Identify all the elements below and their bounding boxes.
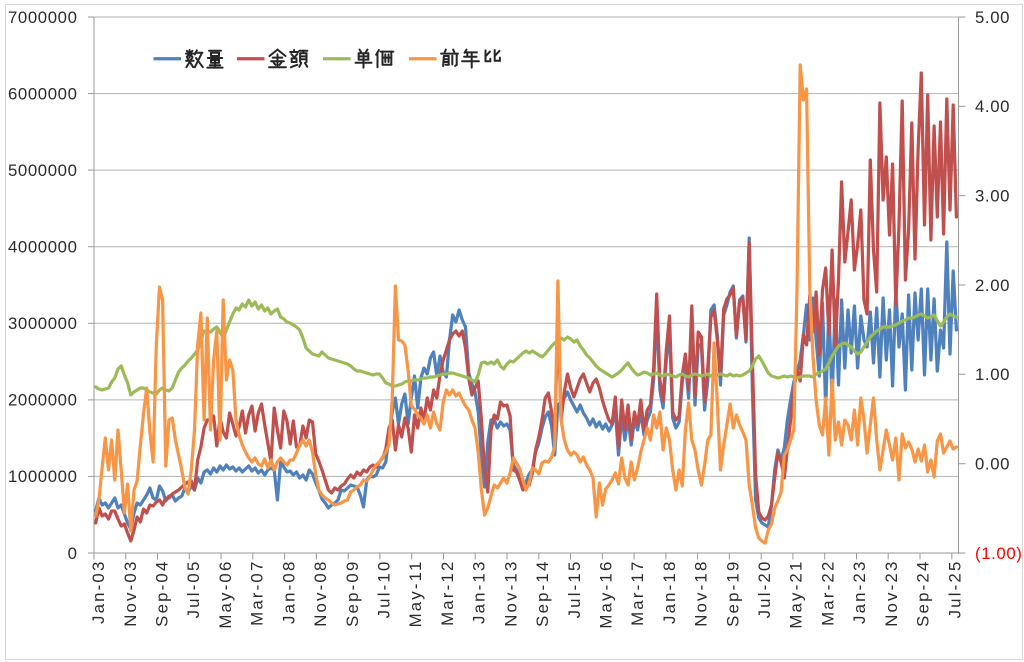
- svg-text:Jul-20: Jul-20: [755, 560, 774, 619]
- svg-text:5000000: 5000000: [8, 161, 78, 180]
- svg-text:Mar-22: Mar-22: [818, 560, 837, 626]
- svg-text:May-11: May-11: [406, 560, 425, 628]
- svg-text:Sep-04: Sep-04: [153, 560, 172, 627]
- svg-text:Mar-07: Mar-07: [248, 560, 267, 626]
- svg-text:Nov-03: Nov-03: [121, 560, 140, 627]
- svg-text:7000000: 7000000: [8, 8, 78, 27]
- svg-text:1.00: 1.00: [975, 365, 1010, 384]
- svg-text:3.00: 3.00: [975, 187, 1010, 206]
- svg-text:Jan-13: Jan-13: [470, 560, 489, 625]
- svg-text:0.00: 0.00: [975, 455, 1010, 474]
- svg-text:6000000: 6000000: [8, 84, 78, 103]
- svg-text:5.00: 5.00: [975, 8, 1010, 27]
- svg-text:May-21: May-21: [787, 560, 806, 629]
- svg-text:3000000: 3000000: [8, 314, 78, 333]
- svg-text:Mar-12: Mar-12: [438, 560, 457, 626]
- svg-text:May-06: May-06: [216, 560, 235, 629]
- svg-text:Jul-25: Jul-25: [945, 560, 964, 619]
- svg-text:Jan-08: Jan-08: [279, 560, 298, 625]
- svg-text:Jul-15: Jul-15: [565, 560, 584, 619]
- svg-text:Nov-18: Nov-18: [692, 560, 711, 627]
- svg-text:Nov-08: Nov-08: [311, 560, 330, 627]
- svg-text:0: 0: [68, 544, 78, 563]
- svg-text:2000000: 2000000: [8, 391, 78, 410]
- svg-text:4.00: 4.00: [975, 97, 1010, 116]
- svg-text:Jan-23: Jan-23: [850, 560, 869, 625]
- svg-text:4000000: 4000000: [8, 238, 78, 257]
- svg-text:Mar-17: Mar-17: [628, 560, 647, 626]
- svg-text:Sep-09: Sep-09: [343, 560, 362, 627]
- svg-text:(1.00): (1.00): [975, 544, 1022, 563]
- svg-text:Jan-18: Jan-18: [660, 560, 679, 625]
- svg-text:Sep-19: Sep-19: [723, 560, 742, 627]
- svg-text:Jan-03: Jan-03: [89, 560, 108, 625]
- svg-text:1000000: 1000000: [8, 467, 78, 486]
- svg-text:Jul-10: Jul-10: [375, 560, 394, 619]
- svg-text:May-16: May-16: [597, 560, 616, 629]
- svg-text:Jul-05: Jul-05: [184, 560, 203, 619]
- svg-text:Sep-24: Sep-24: [914, 560, 933, 627]
- svg-text:Sep-14: Sep-14: [533, 560, 552, 627]
- svg-text:Nov-23: Nov-23: [882, 560, 901, 627]
- svg-text:Nov-13: Nov-13: [501, 560, 520, 627]
- svg-text:2.00: 2.00: [975, 276, 1010, 295]
